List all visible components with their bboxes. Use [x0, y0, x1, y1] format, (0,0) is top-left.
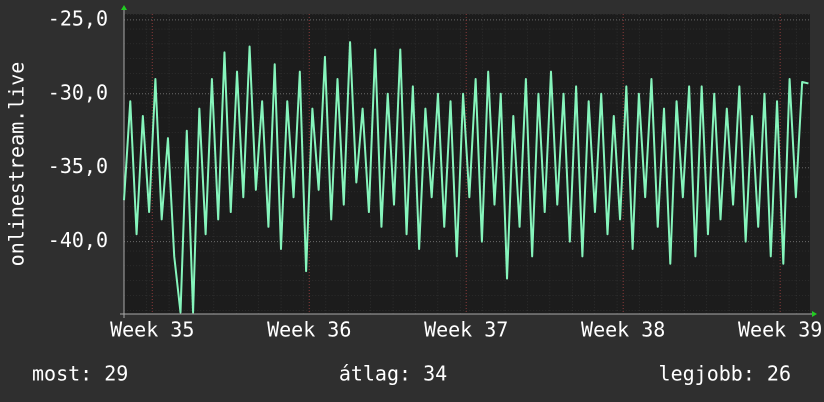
x-tick-label: Week 36	[267, 318, 351, 342]
y-axis-arrow	[121, 5, 127, 10]
stat-label: átlag: 34	[339, 362, 447, 386]
y-axis-label: onlinestream.live	[5, 62, 29, 267]
x-tick-label: Week 37	[424, 318, 508, 342]
x-tick-label: Week 35	[110, 318, 194, 342]
data-line	[123, 41, 809, 314]
y-tick-label: -25,0	[48, 6, 108, 30]
y-tick-label: -35,0	[48, 154, 108, 178]
x-axis-arrow	[812, 311, 817, 317]
y-tick-label: -30,0	[48, 80, 108, 104]
y-tick-label: -40,0	[48, 228, 108, 252]
x-tick-label: Week 38	[581, 318, 665, 342]
stat-label: most: 29	[32, 362, 128, 386]
x-tick-label: Week 39	[738, 318, 822, 342]
stat-label: legjobb: 26	[659, 362, 791, 386]
